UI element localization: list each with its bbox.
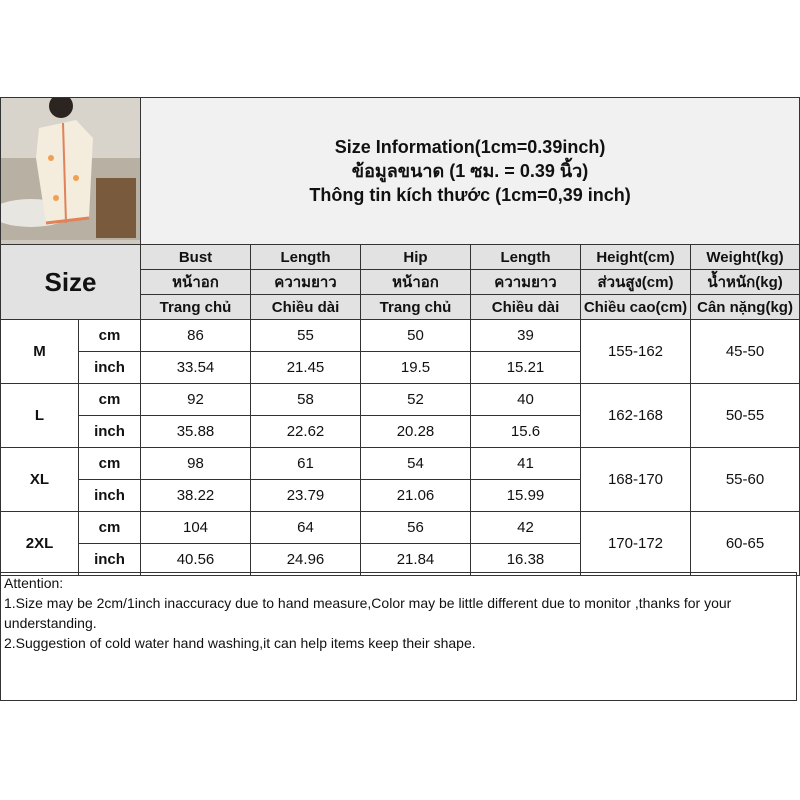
column-header: หน้าอก	[360, 269, 471, 295]
weight-cell: 50-55	[689, 383, 800, 448]
attention-notes: Attention: 1.Size may be 2cm/1inch inacc…	[0, 572, 797, 701]
height-cell: 155-162	[580, 319, 691, 384]
measurement-cell: 33.54	[140, 351, 251, 384]
table-row: 2XL cm 104 64 56 42 170-172 60-65	[0, 511, 800, 576]
measurement-cell: 38.22	[140, 479, 251, 512]
measurement-cell: 39	[470, 319, 581, 352]
unit-label: cm	[78, 447, 141, 480]
attention-heading: Attention:	[4, 575, 64, 591]
table-row: inch 40.56 24.96 21.84 16.38	[1, 543, 800, 576]
column-header: Chiều cao(cm)	[580, 294, 691, 320]
measurement-cell: 21.45	[250, 351, 361, 384]
title-english: Size Information(1cm=0.39inch)	[334, 137, 606, 157]
column-header: Trang chủ	[360, 294, 471, 320]
size-label: L	[0, 383, 79, 448]
column-header: ส่วนสูง(cm)	[580, 269, 691, 295]
table-row: XL cm 98 61 54 41 168-170 55-60	[0, 447, 800, 512]
column-header: Length	[470, 244, 581, 270]
weight-cell: 45-50	[689, 319, 800, 384]
measurement-cell: 40.56	[140, 543, 251, 576]
unit-label: cm	[78, 511, 141, 544]
measurement-cell: 64	[250, 511, 361, 544]
measurement-cell: 40	[470, 383, 581, 416]
measurement-cell: 50	[360, 319, 471, 352]
column-header: Bust	[140, 244, 251, 270]
unit-label: inch	[78, 543, 141, 576]
measurement-cell: 24.96	[250, 543, 361, 576]
column-header: หน้าอก	[140, 269, 251, 295]
measurement-cell: 21.06	[360, 479, 471, 512]
measurement-cell: 104	[140, 511, 251, 544]
column-header: Cân nặng(kg)	[689, 294, 800, 320]
measurement-cell: 92	[140, 383, 251, 416]
title-vietnamese: Thông tin kích thước (1cm=0,39 inch)	[309, 185, 631, 205]
measurement-cell: 23.79	[250, 479, 361, 512]
size-label: 2XL	[0, 511, 79, 576]
table-row: inch 33.54 21.45 19.5 15.21	[1, 351, 800, 384]
column-header: น้ำหนัก(kg)	[689, 269, 800, 295]
measurement-cell: 58	[250, 383, 361, 416]
unit-label: inch	[78, 351, 141, 384]
measurement-cell: 20.28	[360, 415, 471, 448]
measurement-cell: 52	[360, 383, 471, 416]
measurement-cell: 35.88	[140, 415, 251, 448]
pajama-model-image	[1, 98, 140, 240]
measurement-cell: 22.62	[250, 415, 361, 448]
title-cell: Size Information(1cm=0.39inch) ข้อมูลขนา…	[139, 97, 800, 245]
measurement-cell: 55	[250, 319, 361, 352]
measurement-cell: 42	[470, 511, 581, 544]
height-cell: 162-168	[580, 383, 691, 448]
measurement-cell: 98	[140, 447, 251, 480]
height-cell: 170-172	[580, 511, 691, 576]
measurement-cell: 41	[470, 447, 581, 480]
height-cell: 168-170	[580, 447, 691, 512]
attention-note-1: 1.Size may be 2cm/1inch inaccuracy due t…	[4, 595, 732, 631]
column-header: ความยาว	[470, 269, 581, 295]
measurement-cell: 21.84	[360, 543, 471, 576]
size-label: M	[0, 319, 79, 384]
unit-label: cm	[78, 319, 141, 352]
column-header: Trang chủ	[140, 294, 251, 320]
measurement-cell: 54	[360, 447, 471, 480]
measurement-cell: 19.5	[360, 351, 471, 384]
size-chart-table: Size Information(1cm=0.39inch) ข้อมูลขนา…	[0, 97, 800, 576]
product-photo	[0, 97, 141, 245]
measurement-cell: 15.21	[470, 351, 581, 384]
size-label: XL	[0, 447, 79, 512]
measurement-cell: 56	[360, 511, 471, 544]
measurement-cell: 61	[250, 447, 361, 480]
weight-cell: 55-60	[689, 447, 800, 512]
column-header: Chiều dài	[470, 294, 581, 320]
column-header: Hip	[360, 244, 471, 270]
attention-note-2: 2.Suggestion of cold water hand washing,…	[4, 635, 476, 651]
measurement-cell: 15.6	[470, 415, 581, 448]
measurement-cell: 86	[140, 319, 251, 352]
weight-cell: 60-65	[689, 511, 800, 576]
column-header: Chiều dài	[250, 294, 361, 320]
unit-label: inch	[78, 479, 141, 512]
column-header: Weight(kg)	[689, 244, 800, 270]
column-header: Length	[250, 244, 361, 270]
column-header: Height(cm)	[580, 244, 691, 270]
title-thai: ข้อมูลขนาด (1 ซม. = 0.39 นิ้ว)	[351, 161, 589, 181]
unit-label: inch	[78, 415, 141, 448]
measurement-cell: 15.99	[470, 479, 581, 512]
column-header: ความยาว	[250, 269, 361, 295]
table-row: inch 38.22 23.79 21.06 15.99	[1, 479, 800, 512]
unit-label: cm	[78, 383, 141, 416]
measurement-cell: 16.38	[470, 543, 581, 576]
size-header: Size	[0, 244, 141, 320]
table-row: inch 35.88 22.62 20.28 15.6	[1, 415, 800, 448]
